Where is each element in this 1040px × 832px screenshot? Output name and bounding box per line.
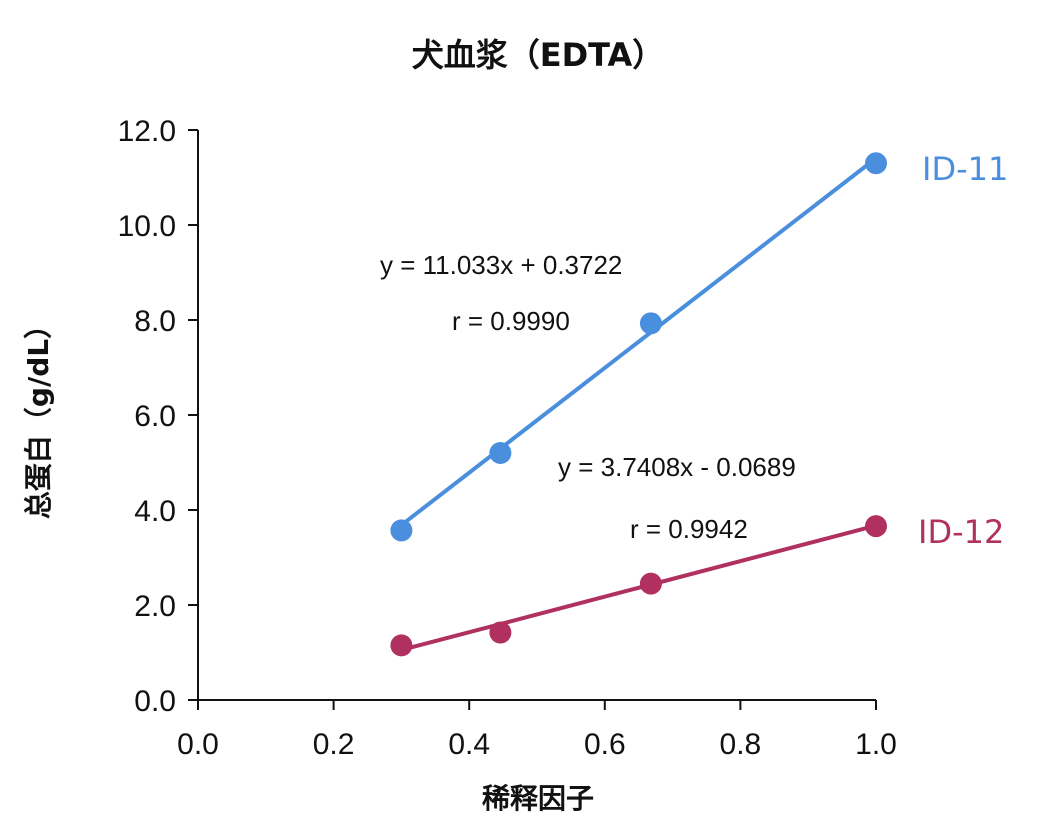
y-axis-label: 总蛋白（g/dL）: [22, 311, 55, 519]
y-tick-label: 8.0: [134, 305, 176, 338]
x-tick-label: 0.8: [720, 728, 762, 761]
y-tick-label: 10.0: [118, 210, 176, 243]
trendline-id-12: [399, 523, 878, 652]
chart-title: 犬血浆（EDTA）: [412, 36, 665, 74]
data-point: [865, 515, 887, 538]
trendline-id-11: [399, 156, 878, 528]
x-tick-label: 1.0: [855, 728, 897, 761]
series-id-12: [390, 515, 887, 657]
y-tick-label: 6.0: [134, 400, 176, 433]
data-point: [489, 442, 512, 464]
x-tick-label: 0.6: [584, 728, 626, 761]
r-value-id-11: r = 0.9990: [452, 306, 570, 336]
y-tick-label: 4.0: [134, 495, 176, 528]
y-tick-label: 12.0: [118, 115, 176, 148]
data-point: [639, 312, 662, 335]
series-layer: [390, 152, 887, 657]
data-point: [489, 621, 512, 644]
equation-id-11: y = 11.033x + 0.3722: [380, 250, 622, 280]
axes: [188, 129, 877, 710]
equation-id-12: y = 3.7408x - 0.0689: [558, 452, 796, 482]
x-axis-label: 稀释因子: [482, 782, 594, 815]
tick-labels: 0.0 2.0 4.0 6.0 8.0 10.0 12.0 0.0 0.2 0.4 0.6 0.8 1.…: [118, 115, 897, 761]
series-label-id-11: ID-11: [922, 150, 1008, 188]
series-label-id-12: ID-12: [918, 513, 1004, 551]
y-tick-label: 2.0: [134, 590, 176, 623]
data-point: [639, 572, 662, 595]
x-tick-label: 0.2: [313, 728, 355, 761]
x-tick-label: 0.4: [448, 728, 490, 761]
r-value-id-12: r = 0.9942: [630, 514, 748, 544]
x-tick-label: 0.0: [177, 728, 219, 761]
data-point: [390, 519, 413, 542]
series-id-11: [390, 152, 887, 542]
y-tick-label: 0.0: [134, 685, 176, 718]
data-point: [390, 634, 413, 657]
data-point: [865, 152, 887, 175]
